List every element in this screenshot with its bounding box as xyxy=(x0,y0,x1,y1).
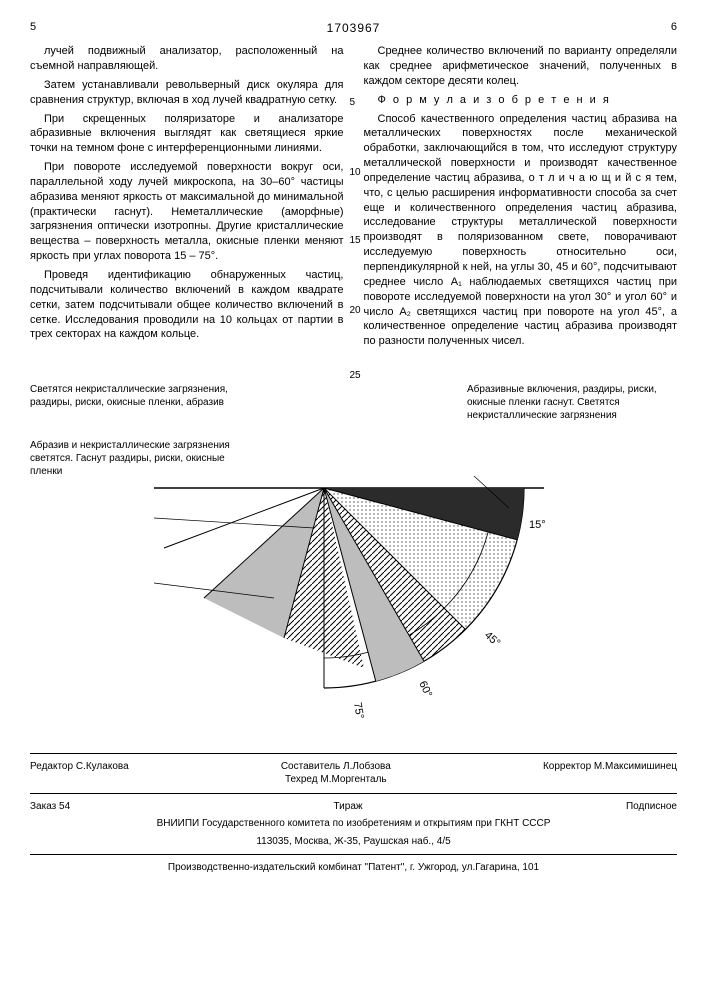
fig-label-top-left: Светятся некристаллические загрязнения, … xyxy=(30,383,230,409)
left-column: лучей подвижный анализатор, расположенны… xyxy=(30,44,344,353)
org-addr: 113035, Москва, Ж-35, Раушская наб., 4/5 xyxy=(30,835,677,849)
line-num: 10 xyxy=(350,166,361,180)
text-columns: лучей подвижный анализатор, расположенны… xyxy=(30,44,677,353)
angle-75: 75° xyxy=(351,701,366,719)
formula-title: Ф о р м у л а и з о б р е т е н и я xyxy=(364,93,678,108)
separator xyxy=(30,854,677,855)
para: лучей подвижный анализатор, расположенны… xyxy=(30,44,344,74)
page-left: 5 xyxy=(30,20,36,36)
para: При скрещенных поляризаторе и анализатор… xyxy=(30,112,344,157)
para: Затем устанавливали револьверный диск ок… xyxy=(30,78,344,108)
para: При повороте исследуемой поверхности вок… xyxy=(30,160,344,264)
editor: Редактор С.Кулакова xyxy=(30,760,129,787)
compiler: Составитель Л.Лобзова xyxy=(281,761,391,772)
para: Среднее количество включений по варианту… xyxy=(364,44,678,89)
angle-60: 60° xyxy=(416,679,434,699)
para: Проведя идентификацию обнаруженных части… xyxy=(30,268,344,342)
figure: Светятся некристаллические загрязнения, … xyxy=(30,383,677,733)
line-num: 25 xyxy=(350,369,361,383)
line-num: 15 xyxy=(350,234,361,248)
credits: Редактор С.Кулакова Составитель Л.Лобзов… xyxy=(30,753,677,875)
figure-labels: Светятся некристаллические загрязнения, … xyxy=(30,383,677,478)
techred: Техред М.Моргенталь xyxy=(285,774,387,785)
tirazh: Тираж xyxy=(334,800,363,814)
page-right: 6 xyxy=(671,20,677,36)
printer: Производственно-издательский комбинат "П… xyxy=(30,861,677,875)
right-column: 5 10 15 20 25 Среднее количество включен… xyxy=(364,44,678,353)
doc-number: 1703967 xyxy=(327,20,381,36)
separator xyxy=(30,793,677,794)
credit-row: Редактор С.Кулакова Составитель Л.Лобзов… xyxy=(30,760,677,787)
angle-45: 45° xyxy=(481,629,501,649)
para: Способ качественного определения частиц … xyxy=(364,112,678,350)
podpis: Подписное xyxy=(626,800,677,814)
credit-row: Заказ 54 Тираж Подписное xyxy=(30,800,677,814)
page-header: 5 1703967 6 xyxy=(30,20,677,36)
line-num: 5 xyxy=(350,96,356,110)
org: ВНИИПИ Государственного комитета по изоб… xyxy=(30,817,677,831)
angle-15: 15° xyxy=(529,519,546,531)
line-num: 20 xyxy=(350,304,361,318)
angle-diagram: 15° 45° 60° 75° xyxy=(144,468,564,728)
fig-label-right: Абразивные включения, раздиры, риски, ок… xyxy=(467,383,677,478)
order: Заказ 54 xyxy=(30,800,70,814)
corrector: Корректор М.Максимишинец xyxy=(543,760,677,787)
separator xyxy=(30,753,677,754)
